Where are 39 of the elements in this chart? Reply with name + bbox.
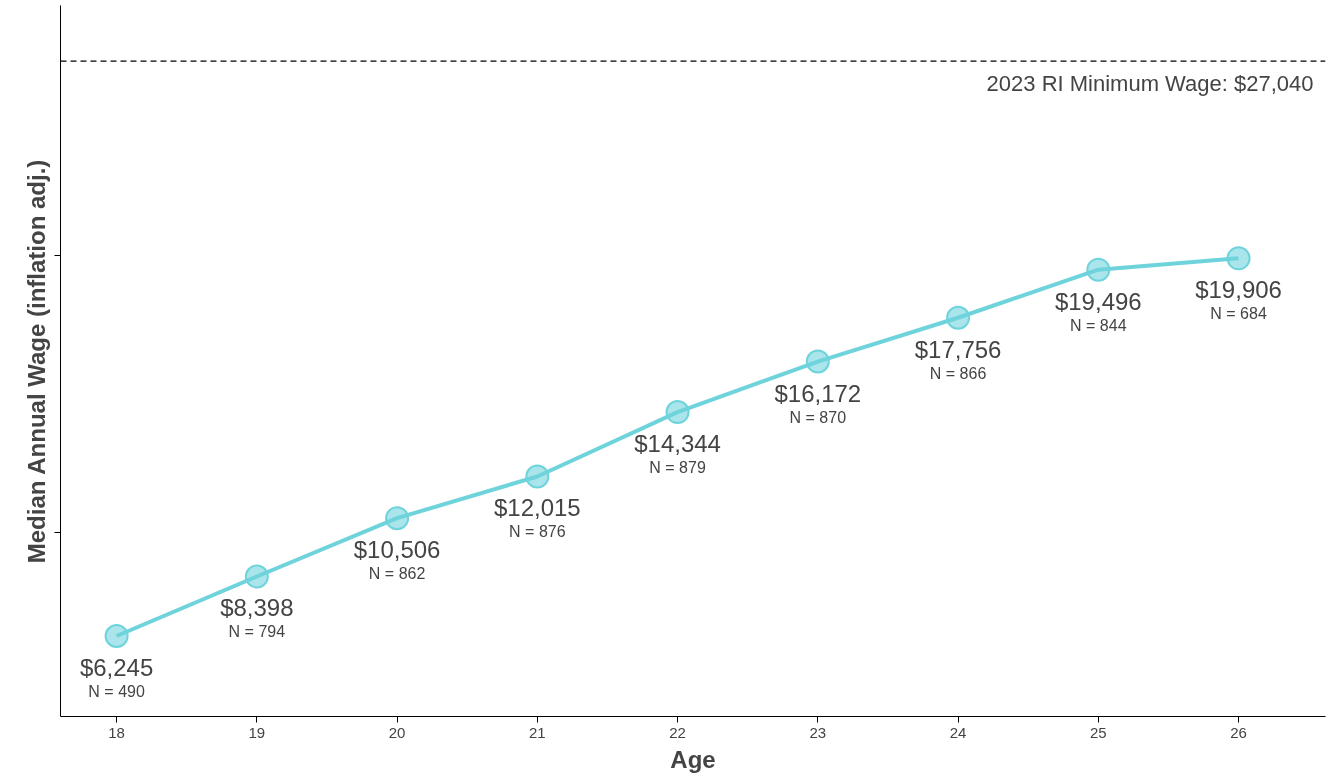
data-label: $10,506 bbox=[353, 536, 441, 564]
x-axis-title: Age bbox=[670, 745, 716, 773]
data-label: $19,496 bbox=[1054, 287, 1142, 315]
annotation: N = 870 bbox=[789, 408, 847, 426]
point bbox=[805, 349, 830, 374]
annotation: N = 844 bbox=[1070, 316, 1127, 334]
x-tick-label: 24 bbox=[949, 723, 967, 741]
y-axis-title: Median Annual Wage (inflation adj.) bbox=[22, 159, 50, 564]
data-label: $8,398 bbox=[220, 594, 294, 622]
x-tick-label: 22 bbox=[669, 723, 686, 741]
x-tick-label: 19 bbox=[248, 723, 266, 741]
data-label: $16,172 bbox=[774, 379, 862, 407]
annotation: N = 794 bbox=[228, 623, 286, 641]
annotation: N = 490 bbox=[88, 682, 145, 700]
data-label: $14,344 bbox=[634, 430, 721, 458]
ref-line-label: 2023 RI Minimum Wage: $27,040 bbox=[986, 71, 1314, 97]
point bbox=[665, 400, 690, 425]
x-tick-label: 20 bbox=[388, 723, 406, 741]
annotation: N = 862 bbox=[368, 565, 426, 583]
x-tick-label: 25 bbox=[1089, 723, 1107, 741]
point bbox=[104, 624, 129, 648]
x-tick-label: 21 bbox=[528, 723, 546, 741]
data-label: $12,015 bbox=[493, 494, 581, 522]
point bbox=[1086, 257, 1111, 282]
point bbox=[385, 506, 410, 531]
annotation: N = 684 bbox=[1210, 305, 1267, 323]
x-tick-label: 23 bbox=[809, 723, 827, 741]
data-label: $6,245 bbox=[79, 653, 154, 681]
annotation: N = 876 bbox=[509, 523, 566, 541]
x-tick-label: 18 bbox=[108, 723, 125, 741]
annotation: N = 866 bbox=[929, 364, 987, 382]
point bbox=[1226, 246, 1251, 271]
annotation: N = 879 bbox=[649, 459, 706, 477]
point bbox=[244, 564, 269, 589]
point bbox=[525, 464, 550, 489]
x-tick-label: 26 bbox=[1230, 723, 1247, 741]
data-label: $17,756 bbox=[914, 335, 1002, 363]
point bbox=[946, 305, 971, 330]
data-label: $19,906 bbox=[1195, 276, 1282, 304]
